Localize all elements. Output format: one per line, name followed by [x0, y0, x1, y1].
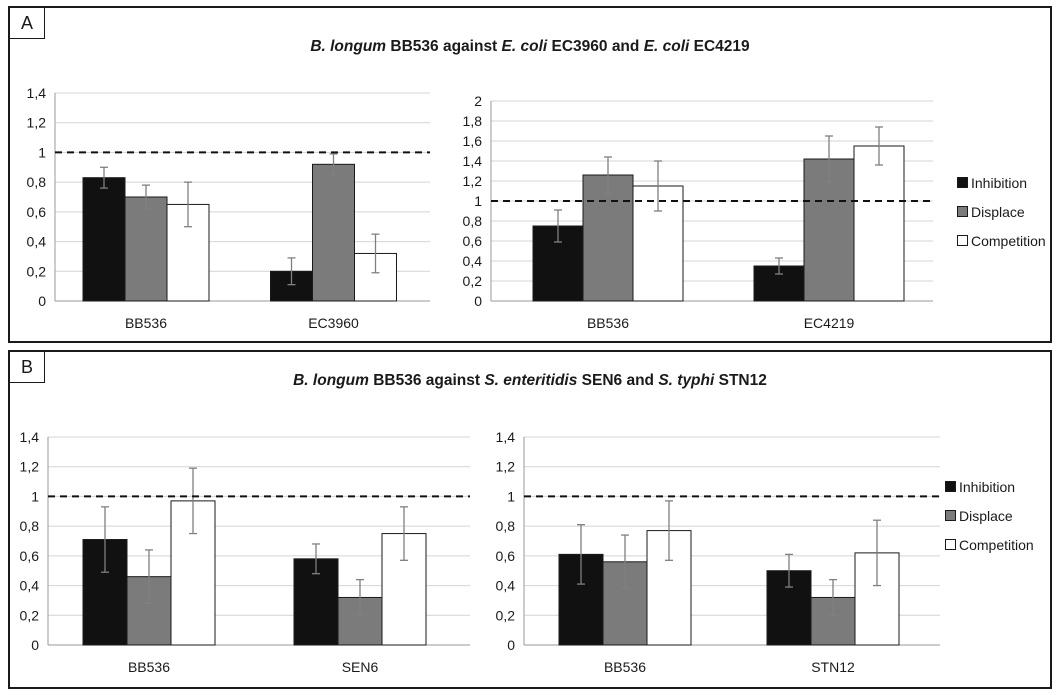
- panel-letter: A: [10, 8, 45, 39]
- y-tick-label: 0,4: [27, 234, 47, 250]
- bar-chart-sen6: 0 0,2 0,4 0,6 0,8 1 1,2 1,4 BB536 SEN6: [20, 429, 470, 675]
- y-tick-label: 0,6: [27, 204, 47, 220]
- panel-title: B. longum BB536 against S. enteritidis S…: [293, 372, 767, 389]
- y-tick-label: 1: [31, 488, 39, 504]
- legend-item-displace: Displace: [957, 197, 1046, 226]
- swatch-inhibition: [957, 177, 968, 188]
- legend-item-displace: Displace: [945, 501, 1034, 530]
- x-tick-label: STN12: [811, 659, 855, 675]
- y-tick-label: 0,8: [463, 213, 483, 229]
- y-tick-label: 0,2: [496, 607, 516, 623]
- y-tick-label: 0,6: [20, 548, 40, 564]
- bar-displace: [124, 196, 168, 302]
- x-tick-label: BB536: [125, 315, 167, 331]
- legend-label: Inhibition: [959, 478, 1016, 495]
- y-tick-label: 1,2: [463, 173, 483, 189]
- y-tick-label: 1: [507, 488, 515, 504]
- y-tick-label: 1,8: [463, 113, 483, 129]
- y-tick-label: 0,6: [496, 548, 516, 564]
- legend-label: Inhibition: [971, 174, 1028, 191]
- panel-title: B. longum BB536 against E. coli EC3960 a…: [310, 38, 750, 55]
- y-tick-label: 0,4: [496, 578, 516, 594]
- legend: Inhibition Displace Competition: [945, 472, 1034, 559]
- legend: Inhibition Displace Competition: [957, 168, 1046, 255]
- bar-displace: [312, 163, 355, 302]
- bar-chart-ec3960: 0 0,2 0,4 0,6 0,8 1 1,2 1,4 BB536 EC3960: [27, 85, 430, 331]
- bar-chart-stn12: 0 0,2 0,4 0,6 0,8 1 1,2 1,4 BB536 STN12: [496, 429, 940, 675]
- legend-item-inhibition: Inhibition: [957, 168, 1046, 197]
- x-tick-label: BB536: [587, 315, 629, 331]
- swatch-inhibition: [945, 481, 956, 492]
- y-tick-label: 1,4: [20, 429, 40, 445]
- y-tick-label: 0,6: [463, 233, 483, 249]
- x-tick-label: BB536: [604, 659, 646, 675]
- bar-competition: [853, 145, 905, 302]
- legend-label: Displace: [971, 203, 1025, 220]
- y-tick-label: 1,4: [27, 85, 47, 101]
- y-tick-label: 1,4: [496, 429, 516, 445]
- bar-displace: [582, 174, 634, 302]
- swatch-competition: [957, 235, 968, 246]
- y-tick-label: 0: [474, 293, 482, 309]
- y-tick-label: 0,8: [496, 518, 516, 534]
- y-tick-label: 2: [474, 93, 482, 109]
- swatch-competition: [945, 539, 956, 550]
- y-tick-label: 0: [507, 637, 515, 653]
- x-tick-label: EC3960: [308, 315, 359, 331]
- bar-inhibition: [766, 570, 812, 646]
- y-tick-label: 0,2: [463, 273, 483, 289]
- legend-item-inhibition: Inhibition: [945, 472, 1034, 501]
- y-tick-label: 1,4: [463, 153, 483, 169]
- legend-item-competition: Competition: [957, 226, 1046, 255]
- legend-item-competition: Competition: [945, 530, 1034, 559]
- legend-label: Competition: [959, 536, 1034, 553]
- bar-chart-ec4219: 0 0,2 0,4 0,6 0,8 1 1,2 1,4 1,6 1,8 2 BB536 EC4219: [463, 93, 933, 331]
- y-tick-label: 1,2: [496, 459, 516, 475]
- y-tick-label: 0: [38, 293, 46, 309]
- y-tick-label: 0,2: [27, 263, 47, 279]
- bar-displace: [803, 158, 855, 302]
- y-tick-label: 0,4: [20, 578, 40, 594]
- x-tick-label: EC4219: [804, 315, 855, 331]
- panel-letter: B: [10, 352, 45, 383]
- y-tick-label: 1,2: [20, 459, 40, 475]
- y-tick-label: 0,8: [20, 518, 40, 534]
- legend-label: Competition: [971, 232, 1046, 249]
- y-tick-label: 0,8: [27, 174, 47, 190]
- x-tick-label: BB536: [128, 659, 170, 675]
- legend-label: Displace: [959, 507, 1013, 524]
- y-tick-label: 1,2: [27, 115, 47, 131]
- x-tick-label: SEN6: [342, 659, 379, 675]
- y-tick-label: 0: [31, 637, 39, 653]
- y-tick-label: 0,2: [20, 607, 40, 623]
- bar-inhibition: [82, 177, 126, 302]
- swatch-displace: [945, 510, 956, 521]
- y-tick-label: 1,6: [463, 133, 483, 149]
- y-tick-label: 1: [38, 144, 46, 160]
- y-tick-label: 0,4: [463, 253, 483, 269]
- y-tick-label: 1: [474, 193, 482, 209]
- swatch-displace: [957, 206, 968, 217]
